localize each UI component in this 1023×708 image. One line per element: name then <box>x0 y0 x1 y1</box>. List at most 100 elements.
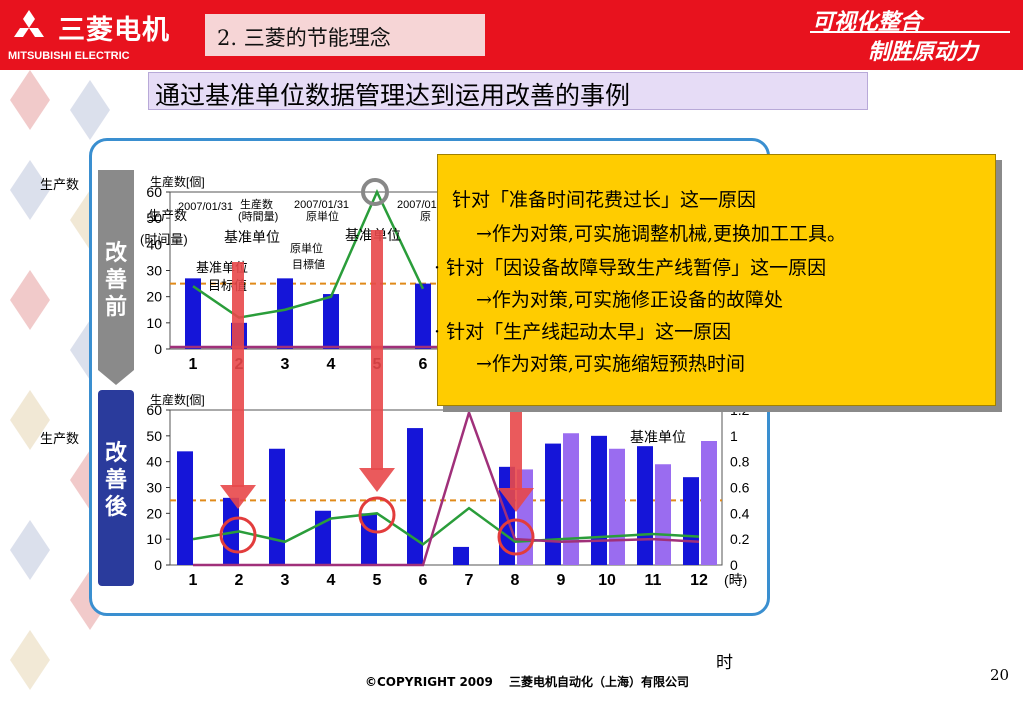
bar <box>269 448 285 565</box>
arrow-shaft <box>371 230 383 470</box>
arrow-head <box>359 468 395 492</box>
chart-annotation: 2007/01 <box>397 199 437 211</box>
x-unit-label: (時) <box>724 572 747 588</box>
y2-tick-label: 0.4 <box>730 505 750 521</box>
improvement-circle <box>358 496 396 534</box>
panel-after-label: 改 善 後 <box>98 390 134 586</box>
chart-annotation: 2007/01/31 <box>294 199 349 211</box>
chart-title: 生産数[個] <box>150 174 205 189</box>
slide-subtitle-text: 通过基准单位数据管理达到运用改善的事例 <box>155 81 631 110</box>
highlight-circle <box>361 178 389 206</box>
y2-tick-label: 0.6 <box>730 480 750 496</box>
logo-english-text: MITSUBISHI ELECTRIC <box>8 50 130 62</box>
x-tick-label: 1 <box>189 356 198 373</box>
slogan-line-1: 可视化整合 <box>812 10 923 35</box>
bar <box>453 546 469 565</box>
x-tick-label: 3 <box>281 572 290 589</box>
bar <box>177 451 193 565</box>
time-label: 时 <box>716 653 733 673</box>
bar <box>683 477 699 565</box>
y-tick-label: 20 <box>146 289 162 305</box>
page-number: 20 <box>990 666 1010 684</box>
improvement-circle <box>497 518 535 556</box>
y2-tick-label: 0 <box>730 557 738 573</box>
chart-annotation: (时间量) <box>140 232 188 247</box>
y-tick-label: 10 <box>146 315 162 331</box>
bar <box>407 428 423 565</box>
bar <box>277 278 293 349</box>
arrow-shaft <box>510 390 522 490</box>
y2-tick-label: 0.8 <box>730 454 750 470</box>
arrow-shaft <box>232 262 244 487</box>
ratio-line <box>193 408 700 567</box>
slogan-divider <box>810 31 1010 33</box>
x-tick-label: 12 <box>690 572 708 589</box>
callout-line-4: →作为对策,可实施修正设备的故障处 <box>476 289 783 311</box>
callout-line-3: · 针对「因设备故障导致生产线暂停」这一原因 <box>434 257 827 279</box>
panel-before-char-3: 前 <box>105 294 127 319</box>
callout-line-6: →作为对策,可实施缩短预热时间 <box>476 353 745 375</box>
bar <box>637 446 653 565</box>
chart-annotation: 原単位 <box>306 209 339 223</box>
x-tick-label: 6 <box>419 572 428 589</box>
bar <box>185 278 201 349</box>
x-tick-label: 8 <box>511 572 520 589</box>
arrow-head <box>498 488 534 512</box>
panel-after-char-3: 後 <box>105 494 128 519</box>
bar <box>545 443 561 565</box>
y-tick-label: 30 <box>146 480 162 496</box>
x-tick-label: 4 <box>327 356 336 373</box>
bar <box>415 283 431 349</box>
x-tick-label: 9 <box>557 572 566 589</box>
countermeasure-callout: 针对「准备时间花费过长」这一原因 →作为对策,可实施调整机械,更换加工工具。 ·… <box>434 154 996 406</box>
y-tick-label: 60 <box>146 184 162 200</box>
company-logo: 三菱电机 MITSUBISHI ELECTRIC <box>0 0 200 70</box>
x-tick-label: 6 <box>419 356 428 373</box>
slide-subtitle: 通过基准单位数据管理达到运用改善的事例 <box>148 72 868 110</box>
y-tick-label: 10 <box>146 531 162 547</box>
bar <box>609 448 625 565</box>
y-tick-label: 50 <box>146 428 162 444</box>
y2-tick-label: 1.2 <box>730 402 750 418</box>
y-tick-label: 40 <box>146 236 162 252</box>
chart-before: 0102030405060生産数[個]1234562007/01/31生産数(時… <box>140 174 447 373</box>
x-tick-label: 4 <box>327 572 336 589</box>
y-tick-label: 60 <box>146 402 162 418</box>
production-line <box>192 188 425 319</box>
copyright-footer: ©COPYRIGHT 2009 三菱电机自动化（上海）有限公司 <box>365 675 690 689</box>
production-line <box>192 506 700 546</box>
panel-before-char-1: 改 <box>105 240 128 265</box>
chart-annotation: 原 <box>420 211 431 223</box>
chart-annotation: 基准单位 <box>630 429 686 445</box>
y-tick-label: 0 <box>154 341 162 357</box>
improvement-circle <box>219 516 257 554</box>
panel-after-char-2: 善 <box>105 467 127 492</box>
bar <box>361 513 377 565</box>
x-tick-label: 10 <box>598 572 616 589</box>
callout-line-5: · 针对「生产线起动太早」这一原因 <box>434 321 732 343</box>
chart-annotation: (時間量) <box>238 210 278 223</box>
y-tick-label: 50 <box>146 210 162 226</box>
y-tick-label: 40 <box>146 454 162 470</box>
bar <box>701 441 717 565</box>
x-tick-label: 11 <box>645 572 662 589</box>
arrow-head <box>220 485 256 509</box>
x-tick-label: 5 <box>373 572 382 589</box>
bar <box>591 435 607 565</box>
bar <box>563 433 579 565</box>
y-tick-label: 0 <box>154 557 162 573</box>
side-label-bottom: 生产数 <box>40 432 80 447</box>
bar <box>655 464 671 565</box>
y2-tick-label: 0.2 <box>730 531 750 547</box>
callout-line-2: →作为对策,可实施调整机械,更换加工工具。 <box>476 223 847 245</box>
improvement-arrows <box>220 230 534 512</box>
x-tick-label: 3 <box>281 356 290 373</box>
panel-after-char-1: 改 <box>105 440 128 465</box>
chart-annotation: 2007/01/31 <box>178 201 233 213</box>
x-tick-label: 1 <box>189 572 198 589</box>
mitsubishi-logo-icon <box>14 10 44 37</box>
y-tick-label: 30 <box>146 263 162 279</box>
chart-annotation: 生产数 <box>148 208 187 223</box>
section-title-text: 2. 三菱的节能理念 <box>217 26 391 50</box>
chart-annotation: 基准单位 <box>224 229 280 245</box>
